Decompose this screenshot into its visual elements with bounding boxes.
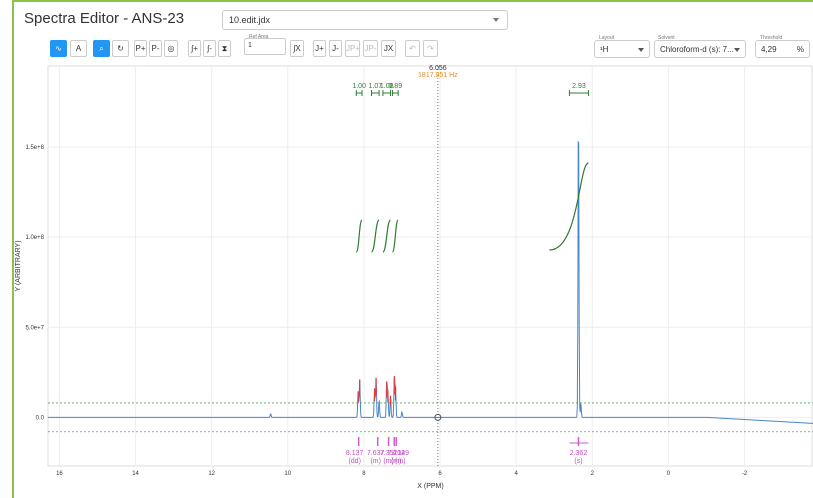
x-tick-label: 0 [667, 471, 671, 477]
peak-pick-icon[interactable]: A [70, 40, 87, 57]
add-multiplet-button[interactable]: J+ [313, 40, 326, 57]
line-view-icon[interactable]: ∿ [50, 40, 67, 57]
integral-scale-icon[interactable]: ⧗ [218, 40, 231, 57]
x-tick-label: 2 [591, 471, 595, 477]
multiplet-type: (m) [370, 458, 381, 465]
solvent-select[interactable]: Chloroform-d (s): 7... [654, 40, 746, 58]
multiplet-shift: 7.149 [392, 450, 410, 457]
multiplet-shift: 7.637 [367, 450, 385, 457]
integral-curve [391, 219, 399, 253]
chevron-down-icon [638, 48, 644, 52]
ref-area-input[interactable]: 1 [244, 38, 286, 55]
solvent-label: Solvent [657, 35, 676, 41]
y-tick-label: 1.5e+8 [25, 145, 44, 151]
clear-multiplet-button[interactable]: JX [381, 40, 396, 57]
x-tick-label: 4 [514, 471, 518, 477]
x-tick-label: 6 [438, 471, 442, 477]
redo-icon[interactable]: ↷ [423, 40, 438, 57]
add-multiplet-peak-button[interactable]: JP+ [345, 40, 360, 57]
integral-curve [549, 162, 590, 251]
multiplet-shift: 7.351 [380, 450, 398, 457]
multiplet-shift: 8.137 [346, 450, 364, 457]
file-select[interactable]: 10.edit.jdx [222, 10, 508, 30]
plot-area [47, 65, 813, 467]
integral-label: 1.00 [352, 83, 366, 90]
integral-label: 2.93 [572, 83, 586, 90]
layout-label: Layout [598, 35, 616, 41]
y-tick-label: 0.0 [36, 415, 45, 421]
multiplet-type: (m) [383, 458, 394, 465]
zoom-icon[interactable]: ⌕ [93, 40, 110, 57]
ref-area-label: Ref Area [248, 34, 270, 40]
layout-select[interactable]: ¹H [594, 40, 650, 58]
integral-label: 1.07 [369, 83, 383, 90]
x-tick-label: 10 [284, 471, 291, 477]
chevron-down-icon [493, 18, 499, 22]
x-tick-label: 14 [132, 471, 139, 477]
integral-curve [355, 219, 363, 253]
integral-label: 0.89 [388, 83, 402, 90]
page-title: Spectra Editor - ANS-23 [24, 10, 185, 27]
x-tick-label: 16 [56, 471, 63, 477]
cursor-ppm: 6.056 [429, 65, 447, 72]
editor-frame [12, 0, 813, 498]
y-axis-label: Y (ARBITRARY) [15, 240, 22, 291]
multiplet-shift: 2.362 [570, 450, 588, 457]
multiplet-type: (s) [574, 458, 582, 465]
add-peak-button[interactable]: P+ [134, 40, 147, 57]
cursor-hz: 1817.951 Hz [418, 72, 458, 79]
threshold-unit: % [796, 45, 804, 54]
zoom-reset-icon[interactable]: ↻ [112, 40, 129, 57]
layout-value: ¹H [600, 45, 609, 54]
chevron-down-icon [734, 48, 740, 52]
threshold-value: 4,29 [761, 45, 777, 54]
integral-curve [370, 219, 380, 253]
cursor-point [434, 413, 442, 421]
remove-multiplet-button[interactable]: J- [329, 40, 342, 57]
y-tick-label: 1.0e+8 [25, 235, 44, 241]
multiplet-type: (m) [395, 458, 406, 465]
add-integral-button[interactable]: ∫+ [188, 40, 201, 57]
multiplet-type: (dd) [348, 458, 360, 465]
x-axis-label: X (PPM) [417, 483, 443, 490]
multiplet-shift: 7.202 [388, 450, 406, 457]
multiplet-type: (m) [391, 458, 402, 465]
location-pin-icon[interactable]: ◎ [164, 40, 178, 57]
undo-icon[interactable]: ↶ [405, 40, 420, 57]
remove-multiplet-peak-button[interactable]: JP- [363, 40, 378, 57]
remove-peak-button[interactable]: P- [149, 40, 162, 57]
threshold-label: Threshold [759, 35, 784, 41]
clear-integral-button[interactable]: ∫X [290, 40, 304, 57]
x-tick-label: 8 [362, 471, 366, 477]
integral-curve [382, 219, 392, 253]
file-select-value: 10.edit.jdx [229, 15, 271, 25]
solvent-value: Chloroform-d (s): 7... [660, 45, 734, 54]
x-tick-label: -2 [742, 471, 748, 477]
remove-integral-button[interactable]: ∫- [203, 40, 216, 57]
integral-label: 1.08 [380, 83, 394, 90]
x-tick-label: 12 [208, 471, 215, 477]
spectrum-line [48, 141, 813, 424]
y-tick-label: 5.0e+7 [25, 325, 44, 331]
threshold-input[interactable]: 4,29 % [755, 40, 810, 58]
